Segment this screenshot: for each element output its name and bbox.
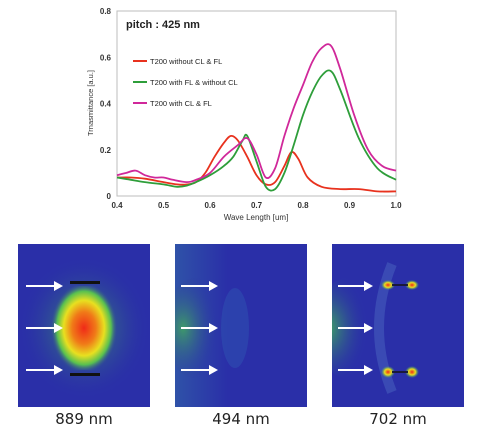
legend-label: T200 with FL & without CL	[150, 78, 238, 87]
field-map-494nm	[175, 244, 307, 407]
x-tick-label: 1.0	[390, 201, 402, 210]
bottom-electrode	[70, 373, 100, 376]
legend: T200 without CL & FL T200 with FL & witho…	[133, 57, 238, 108]
incident-arrows	[338, 281, 373, 375]
x-tick-label: 0.4	[111, 201, 123, 210]
y-axis-label: Trnasmittance [a.u.]	[86, 70, 95, 136]
caption-702nm: 702 nm	[369, 410, 427, 428]
plot-frame	[116, 10, 397, 197]
x-tick-label: 0.8	[297, 201, 309, 210]
x-tick-label: 0.9	[344, 201, 356, 210]
series-lines	[116, 43, 397, 193]
x-tick-labels: 0.4 0.5 0.6 0.7 0.8 0.9 1.0	[111, 201, 402, 210]
x-tick-label: 0.6	[204, 201, 216, 210]
caption-494nm: 494 nm	[212, 410, 270, 428]
incident-arrows	[181, 281, 218, 375]
field-map-702nm	[332, 244, 464, 407]
incident-arrows	[26, 281, 63, 375]
edge-hotspots	[381, 280, 419, 378]
y-tick-label: 0.6	[100, 53, 112, 62]
transmittance-chart: pitch : 425 nm Trnasmittance [a.u.] Wave…	[86, 7, 402, 222]
legend-label: T200 with CL & FL	[150, 99, 212, 108]
x-tick-label: 0.7	[251, 201, 263, 210]
legend-label: T200 without CL & FL	[150, 57, 222, 66]
y-tick-label: 0.8	[100, 7, 112, 16]
x-axis-label: Wave Length [um]	[224, 213, 289, 222]
caption-889nm: 889 nm	[55, 410, 113, 428]
y-tick-labels: 0 0.2 0.4 0.6 0.8	[100, 7, 112, 201]
pitch-annotation: pitch : 425 nm	[126, 19, 200, 31]
series-line-0	[116, 134, 397, 193]
y-tick-label: 0	[107, 192, 112, 201]
series-line-1	[116, 69, 397, 192]
y-tick-label: 0.4	[100, 100, 112, 109]
x-tick-label: 0.5	[158, 201, 170, 210]
y-tick-label: 0.2	[100, 146, 112, 155]
top-electrode	[70, 281, 100, 284]
series-line-2	[116, 43, 397, 184]
field-map-889nm	[18, 244, 150, 407]
